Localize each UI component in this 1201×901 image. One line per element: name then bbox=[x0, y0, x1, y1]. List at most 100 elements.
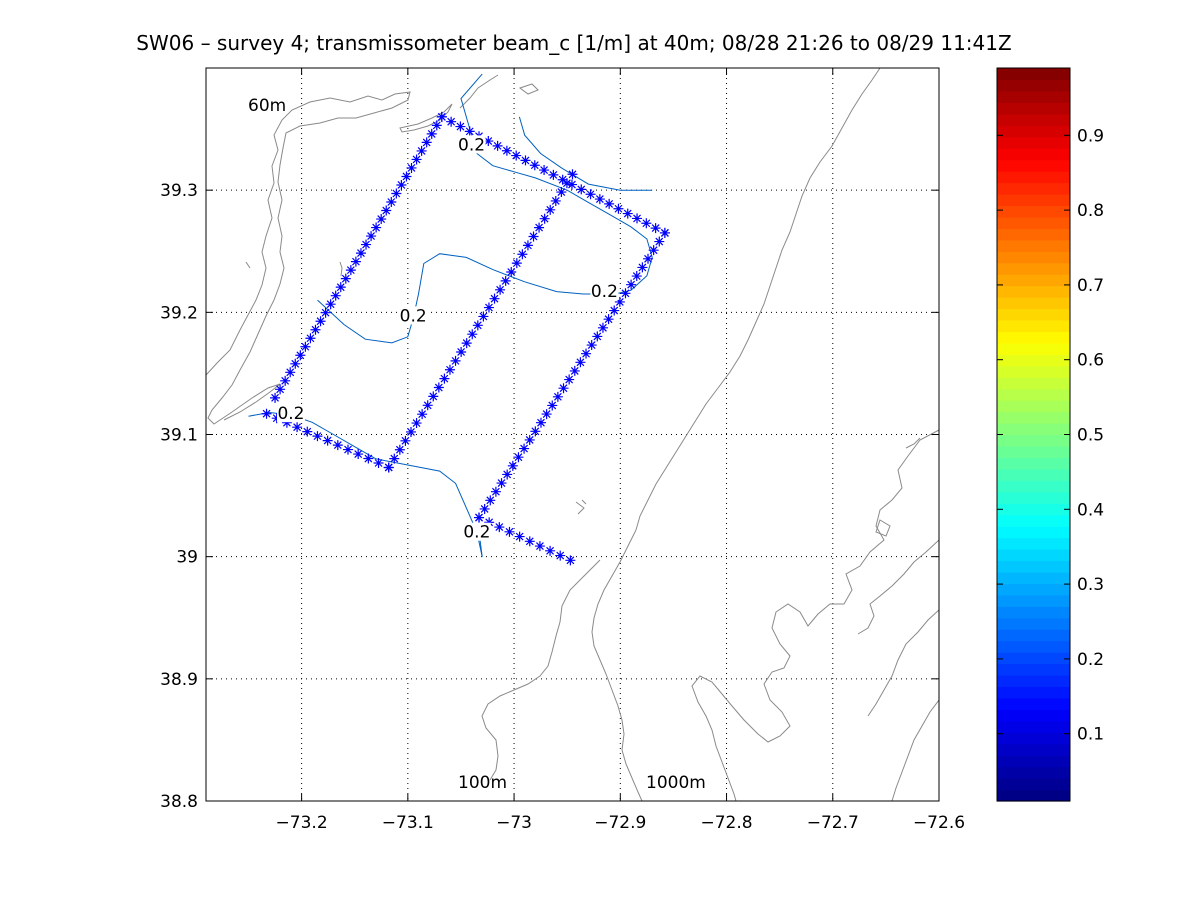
survey-station-marker bbox=[492, 140, 503, 151]
survey-station-marker bbox=[565, 555, 576, 566]
survey-station-marker bbox=[305, 333, 316, 344]
colorbar-tick-label: 0.3 bbox=[1077, 575, 1104, 595]
survey-station-marker bbox=[394, 444, 405, 455]
colorbar-level bbox=[997, 617, 1070, 630]
colorbar-level bbox=[997, 423, 1070, 436]
survey-station-marker bbox=[439, 373, 450, 384]
isobath-1000m bbox=[591, 68, 881, 801]
survey-station-marker bbox=[489, 293, 500, 304]
survey-station-marker bbox=[547, 400, 558, 411]
survey-station-marker bbox=[585, 189, 596, 200]
survey-station-marker bbox=[592, 331, 603, 342]
survey-station-marker bbox=[361, 239, 372, 250]
contour-labels: 0.2 0.2 0.2 0.2 0.2 bbox=[276, 135, 619, 543]
survey-station-marker bbox=[383, 462, 394, 473]
survey-station-marker bbox=[495, 284, 506, 295]
survey-station-marker bbox=[386, 197, 397, 208]
survey-station-marker bbox=[576, 184, 587, 195]
survey-station-marker bbox=[545, 204, 556, 215]
colorbar-level bbox=[997, 629, 1070, 642]
colorbar-level bbox=[997, 68, 1070, 81]
survey-station-marker bbox=[524, 434, 535, 445]
colorbar-level bbox=[997, 354, 1070, 367]
survey-station-marker bbox=[464, 126, 475, 137]
survey-station-marker bbox=[467, 329, 478, 340]
isobath-shoal bbox=[518, 83, 539, 95]
survey-station-marker bbox=[335, 282, 346, 293]
survey-station-marker bbox=[271, 413, 282, 424]
colorbar-level bbox=[997, 342, 1070, 355]
colorbar-tick-label: 0.6 bbox=[1077, 351, 1104, 371]
survey-station-marker bbox=[312, 431, 323, 442]
survey-station-marker bbox=[550, 195, 561, 206]
survey-station-marker bbox=[456, 346, 467, 357]
survey-station-marker bbox=[557, 174, 568, 185]
survey-station-marker bbox=[545, 545, 556, 556]
annotation-60m: 60m bbox=[248, 96, 286, 116]
colorbar-level bbox=[997, 193, 1070, 207]
colorbar-level bbox=[997, 365, 1070, 378]
survey-station-marker bbox=[376, 214, 387, 225]
survey-station-marker bbox=[485, 495, 496, 506]
colorbar-level bbox=[997, 434, 1070, 447]
y-tick-label: 39.3 bbox=[160, 181, 198, 201]
survey-station-marker bbox=[534, 541, 545, 552]
survey-station-marker bbox=[561, 178, 572, 189]
survey-station-marker bbox=[541, 409, 552, 420]
survey-station-marker bbox=[575, 357, 586, 368]
survey-station-marker bbox=[603, 314, 614, 325]
colorbar-level bbox=[997, 560, 1070, 573]
survey-station-marker bbox=[400, 435, 411, 446]
colorbar-level bbox=[997, 297, 1070, 310]
survey-station-marker bbox=[622, 208, 633, 219]
colorbar-level bbox=[997, 514, 1070, 527]
survey-station-marker bbox=[539, 165, 550, 176]
survey-station-marker bbox=[555, 550, 566, 561]
x-tick-label: −73.2 bbox=[276, 813, 328, 833]
survey-station-marker bbox=[614, 296, 625, 307]
survey-station-marker bbox=[261, 408, 272, 419]
colorbar-level bbox=[997, 125, 1070, 138]
survey-station-marker bbox=[566, 179, 577, 190]
survey-station-marker bbox=[275, 384, 286, 395]
contour-label: 0.2 bbox=[277, 404, 304, 424]
survey-station-marker bbox=[381, 205, 392, 216]
contour-label-bg bbox=[462, 522, 491, 541]
colorbar-level bbox=[997, 182, 1070, 195]
survey-station-marker bbox=[373, 458, 384, 469]
survey-station-marker bbox=[567, 169, 578, 180]
isobath-canyon-4 bbox=[891, 699, 939, 801]
survey-station-marker bbox=[528, 231, 539, 242]
survey-station-marker bbox=[511, 258, 522, 269]
survey-station-marker bbox=[281, 417, 292, 428]
colorbar-tick-label: 0.8 bbox=[1077, 201, 1104, 221]
contour-label: 0.2 bbox=[458, 135, 485, 155]
survey-station-marker bbox=[285, 367, 296, 378]
survey-station-marker bbox=[654, 236, 665, 247]
survey-station-marker bbox=[416, 145, 427, 156]
contour-label-bg bbox=[457, 135, 486, 154]
colorbar-level bbox=[997, 79, 1070, 92]
x-tick-label: −73 bbox=[496, 813, 532, 833]
survey-station-marker bbox=[535, 417, 546, 428]
survey-station-marker bbox=[446, 116, 457, 127]
survey-station-marker bbox=[502, 469, 513, 480]
colorbar-level bbox=[997, 697, 1070, 710]
survey-station-marker bbox=[436, 111, 447, 122]
colorbar-tick-label: 0.7 bbox=[1077, 276, 1104, 296]
colorbar-level bbox=[997, 308, 1070, 321]
survey-station-marker bbox=[586, 340, 597, 351]
survey-station-marker bbox=[507, 460, 518, 471]
survey-station-marker bbox=[300, 341, 311, 352]
colorbar-level bbox=[997, 113, 1070, 126]
colorbar-level bbox=[997, 766, 1070, 779]
survey-station-marker bbox=[444, 364, 455, 375]
contour-label: 0.2 bbox=[463, 523, 490, 543]
survey-station-marker bbox=[474, 512, 485, 523]
colorbar-level bbox=[997, 445, 1070, 459]
x-tick-label: −72.7 bbox=[807, 813, 859, 833]
survey-track bbox=[261, 111, 670, 566]
survey-station-marker bbox=[280, 375, 291, 386]
survey-station-marker bbox=[455, 121, 466, 132]
isobath-100m bbox=[481, 559, 601, 781]
